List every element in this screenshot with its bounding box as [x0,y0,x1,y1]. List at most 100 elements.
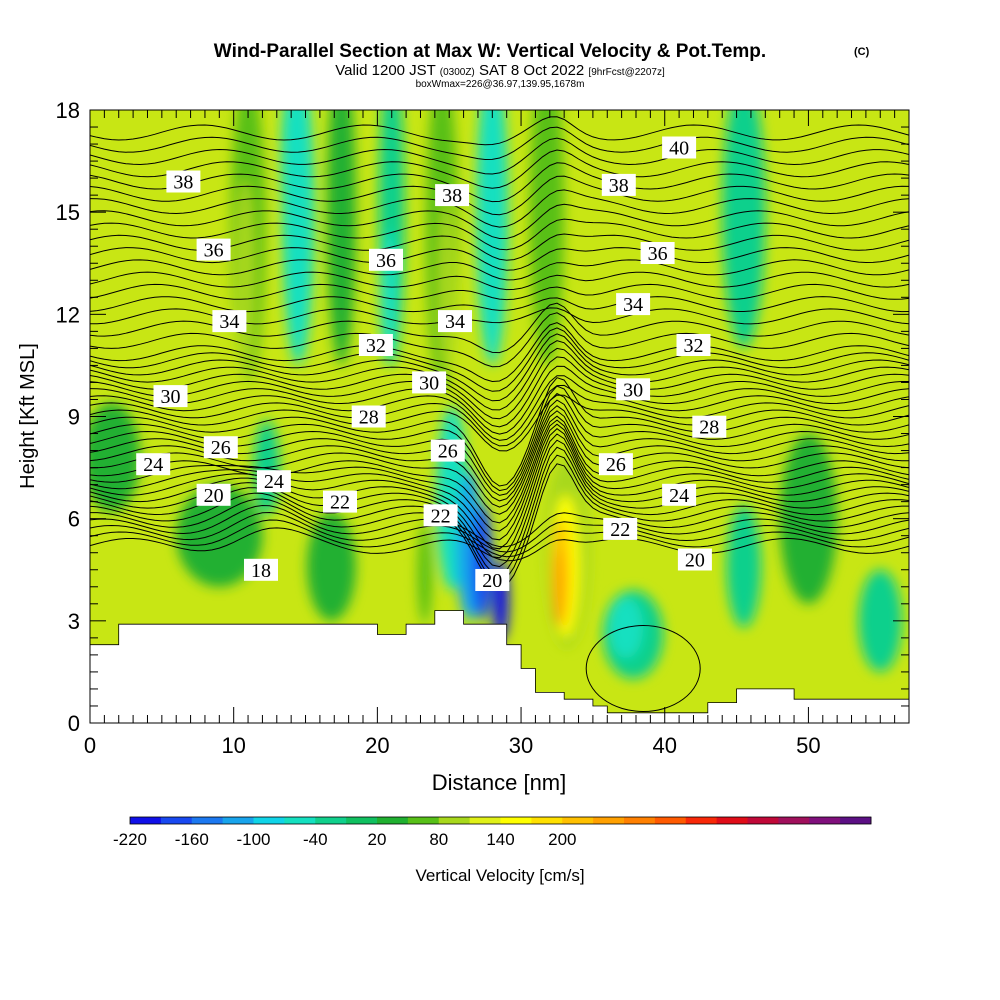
colorbar-swatch [809,817,841,824]
velocity-cell [417,522,432,625]
theta-label-text: 36 [376,250,396,272]
theta-label-text: 38 [442,185,462,207]
theta-label-text: 32 [366,335,386,357]
theta-contour [90,203,909,239]
theta-contour [90,394,909,452]
theta-contour [90,423,909,541]
velocity-cell [281,110,296,230]
theta-label-text: 38 [609,175,629,197]
colorbar: -220 -160 -100 -40 20 80 140 200 [113,816,872,849]
theta-label-text: 34 [219,311,239,333]
theta-label-text: 36 [204,240,224,262]
colorbar-swatch [346,817,378,824]
velocity-cell [476,110,509,366]
y-axis-label: Height [Kft MSL] [17,343,39,489]
theta-label-text: 22 [431,505,451,527]
colorbar-swatch [685,817,718,824]
colorbar-swatch [562,817,594,824]
theta-label: 40 [662,136,697,160]
theta-label: 38 [166,170,201,194]
theta-label: 28 [692,415,727,439]
theta-contour [90,410,909,515]
colorbar-swatch [191,817,224,824]
theta-label-text: 24 [669,485,689,507]
colorbar-swatch [593,817,625,824]
theta-contour [90,365,909,435]
theta-contour [90,428,909,550]
theta-label-text: 22 [610,519,630,541]
theta-label: 36 [369,248,403,272]
y-tick-label: 18 [56,98,80,123]
chart-title-mark: (C) [854,46,870,58]
y-tick-label: 9 [68,405,80,430]
theta-contour [90,247,909,271]
theta-contour [90,259,909,281]
colorbar-swatch [469,817,501,824]
terrain-mask [90,610,909,723]
velocity-cell [541,178,559,349]
theta-label-text: 30 [161,386,181,408]
theta-contour [90,375,909,441]
theta-label: 38 [601,173,636,197]
theta-label-text: 28 [699,417,719,439]
chart-title: Wind-Parallel Section at Max W: Vertical… [214,41,766,62]
velocity-cell [726,505,761,628]
colorbar-tick-label: -160 [175,830,209,849]
subtitle-valid: Valid 1200 JST [335,62,435,79]
theta-label-text: 26 [211,437,231,459]
velocity-cell [858,569,902,672]
theta-label: 34 [438,310,472,333]
velocity-cell [779,433,838,604]
theta-contour [90,340,909,411]
velocity-cell [307,511,356,621]
theta-contour [90,504,909,548]
theta-label: 20 [677,548,712,572]
colorbar-swatch [284,817,316,824]
theta-label-text: 26 [606,454,626,476]
theta-label: 24 [256,470,291,493]
theta-label: 26 [598,453,633,476]
x-tick-label: 30 [509,733,533,758]
colorbar-tick-label: -100 [236,830,270,849]
velocity-cell [722,110,766,349]
velocity-cell [176,484,263,587]
theta-label: 30 [412,371,447,394]
theta-label: 26 [203,436,238,459]
theta-label-text: 20 [482,570,502,592]
theta-contour [90,377,909,487]
colorbar-swatch [778,817,810,824]
theta-contour [90,312,909,368]
theta-contour [90,126,909,161]
colorbar-tick-label: 80 [429,830,448,849]
theta-label-text: 36 [648,243,668,265]
subtitle-box: boxWmax=226@36.97,139.95,1678m [416,79,585,90]
theta-contour [90,137,909,175]
velocity-cell [479,110,494,202]
theta-label: 22 [423,504,458,527]
theta-label-text: 30 [419,372,439,394]
chart-subtitle: Valid 1200 JST (0300Z) SAT 8 Oct 2022 [9… [335,62,665,79]
theta-contour [90,283,909,301]
theta-contour [90,356,909,428]
x-axis-label: Distance [nm] [432,770,567,795]
colorbar-tick-label: 20 [368,830,387,849]
x-tick-label: 50 [796,733,820,758]
y-tick-label: 6 [68,507,80,532]
theta-label: 38 [435,184,470,207]
theta-label-text: 20 [685,550,705,572]
y-tick-label: 15 [56,200,80,225]
colorbar-swatch [747,817,779,824]
colorbar-swatch [407,817,440,824]
colorbar-tick-label: 140 [486,830,514,849]
y-tick-label: 12 [56,302,80,327]
theta-label-text: 28 [359,407,379,429]
colorbar-swatch [130,817,162,824]
theta-contour [90,149,909,189]
plot-area: 40 38 38 38 36 36 36 34 34 34 32 32 30 30 30 28 28 26 26 26… [90,110,909,723]
y-tick-label: 0 [68,711,80,736]
theta-label: 36 [196,238,231,262]
theta-label-text: 34 [623,294,643,316]
y-axis: 0 36 9 12 15 18 [56,98,909,736]
subtitle-utc: (0300Z) [440,67,475,78]
